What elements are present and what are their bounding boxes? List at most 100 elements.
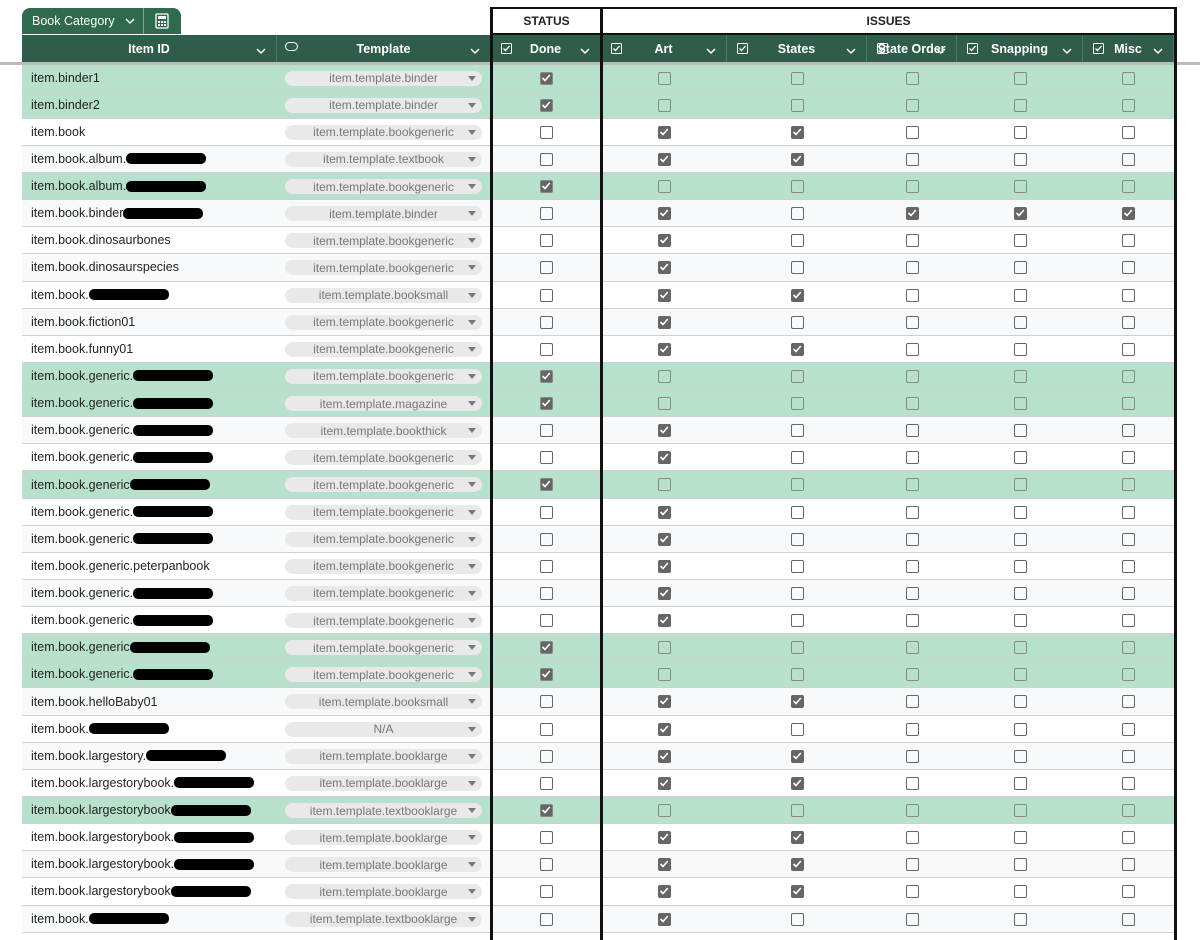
checkbox[interactable]	[1013, 180, 1027, 194]
checkbox[interactable]	[1122, 885, 1135, 899]
template-chip[interactable]: item.template.bookgeneric	[285, 450, 482, 466]
checkbox[interactable]	[1122, 261, 1135, 275]
checkbox[interactable]	[905, 424, 919, 438]
template-chip[interactable]: item.template.bookgeneric	[285, 585, 482, 601]
checkbox[interactable]	[539, 722, 553, 736]
checkbox[interactable]	[539, 695, 553, 709]
template-chip[interactable]: item.template.booklarge	[285, 857, 482, 873]
checkbox[interactable]	[657, 397, 671, 411]
checkbox[interactable]	[539, 261, 553, 275]
checkbox[interactable]	[905, 98, 919, 112]
checkbox[interactable]	[657, 180, 671, 194]
checkbox[interactable]	[539, 451, 553, 465]
template-chip[interactable]: item.template.bookgeneric	[285, 179, 482, 195]
checkbox[interactable]	[657, 451, 671, 465]
template-chip[interactable]: item.template.bookgeneric	[285, 531, 482, 547]
column-header[interactable]: Misc	[1083, 35, 1174, 62]
checkbox[interactable]	[657, 505, 671, 519]
checkbox[interactable]	[1122, 668, 1135, 682]
checkbox[interactable]	[790, 885, 804, 899]
checkbox[interactable]	[1013, 586, 1027, 600]
checkbox[interactable]	[1013, 152, 1027, 166]
checkbox[interactable]	[1013, 315, 1027, 329]
checkbox[interactable]	[790, 98, 804, 112]
checkbox[interactable]	[1013, 776, 1027, 790]
checkbox[interactable]	[1013, 695, 1027, 709]
checkbox[interactable]	[1013, 532, 1027, 546]
checkbox[interactable]	[539, 885, 553, 899]
checkbox[interactable]	[657, 261, 671, 275]
checkbox[interactable]	[539, 532, 553, 546]
calculator-icon[interactable]	[155, 13, 169, 29]
checkbox[interactable]	[790, 804, 804, 817]
checkbox[interactable]	[539, 831, 553, 845]
checkbox[interactable]	[539, 369, 553, 383]
column-header[interactable]: Template	[277, 35, 491, 62]
checkbox[interactable]	[905, 831, 919, 845]
template-chip[interactable]: item.template.bookgeneric	[285, 504, 482, 520]
checkbox[interactable]	[905, 315, 919, 329]
checkbox[interactable]	[539, 207, 553, 221]
checkbox[interactable]	[657, 614, 671, 628]
checkbox[interactable]	[657, 478, 671, 492]
checkbox[interactable]	[790, 315, 804, 329]
checkbox[interactable]	[905, 152, 919, 166]
checkbox[interactable]	[905, 749, 919, 763]
template-chip[interactable]: item.template.booklarge	[285, 775, 482, 791]
checkbox[interactable]	[539, 315, 553, 329]
template-chip[interactable]: item.template.binder	[285, 70, 482, 86]
checkbox[interactable]	[905, 234, 919, 248]
checkbox[interactable]	[790, 722, 804, 736]
checkbox[interactable]	[1122, 722, 1135, 736]
checkbox[interactable]	[905, 207, 919, 221]
column-header[interactable]: Item ID	[22, 35, 277, 62]
checkbox[interactable]	[790, 207, 804, 221]
checkbox[interactable]	[1013, 614, 1027, 628]
checkbox[interactable]	[1013, 451, 1027, 465]
checkbox[interactable]	[1013, 505, 1027, 519]
checkbox[interactable]	[905, 804, 919, 817]
checkbox[interactable]	[790, 261, 804, 275]
checkbox[interactable]	[1122, 451, 1135, 465]
checkbox[interactable]	[539, 776, 553, 790]
checkbox[interactable]	[657, 641, 671, 655]
checkbox[interactable]	[657, 532, 671, 546]
checkbox[interactable]	[905, 695, 919, 709]
checkbox[interactable]	[1122, 478, 1135, 492]
checkbox[interactable]	[790, 180, 804, 194]
checkbox[interactable]	[1013, 424, 1027, 438]
checkbox[interactable]	[539, 98, 553, 112]
checkbox[interactable]	[790, 234, 804, 248]
checkbox[interactable]	[790, 559, 804, 573]
template-chip[interactable]: item.template.binder	[285, 206, 482, 222]
checkbox[interactable]	[1122, 315, 1135, 329]
checkbox[interactable]	[905, 559, 919, 573]
checkbox[interactable]	[539, 505, 553, 519]
checkbox[interactable]	[539, 749, 553, 763]
checkbox[interactable]	[790, 668, 804, 682]
checkbox[interactable]	[905, 532, 919, 546]
chevron[interactable]	[256, 44, 266, 58]
checkbox[interactable]	[790, 424, 804, 438]
checkbox[interactable]	[1122, 369, 1135, 383]
checkbox[interactable]	[905, 71, 919, 85]
chevron[interactable]	[470, 44, 480, 58]
template-chip[interactable]: item.template.bookgeneric	[285, 368, 482, 384]
checkbox[interactable]	[905, 125, 919, 139]
checkbox[interactable]	[1013, 912, 1027, 926]
chevron[interactable]	[1062, 44, 1072, 58]
checkbox[interactable]	[1013, 288, 1027, 302]
checkbox[interactable]	[657, 858, 671, 872]
checkbox[interactable]	[539, 614, 553, 628]
checkbox[interactable]	[1013, 831, 1027, 845]
checkbox[interactable]	[657, 912, 671, 926]
column-header[interactable]: Done	[491, 35, 601, 62]
checkbox[interactable]	[657, 207, 671, 221]
checkbox[interactable]	[1122, 532, 1135, 546]
checkbox[interactable]	[790, 505, 804, 519]
template-chip[interactable]: item.template.bookgeneric	[285, 233, 482, 249]
checkbox[interactable]	[539, 424, 553, 438]
checkbox[interactable]	[1122, 397, 1135, 411]
checkbox[interactable]	[790, 532, 804, 546]
template-chip[interactable]: item.template.booklarge	[285, 748, 482, 764]
